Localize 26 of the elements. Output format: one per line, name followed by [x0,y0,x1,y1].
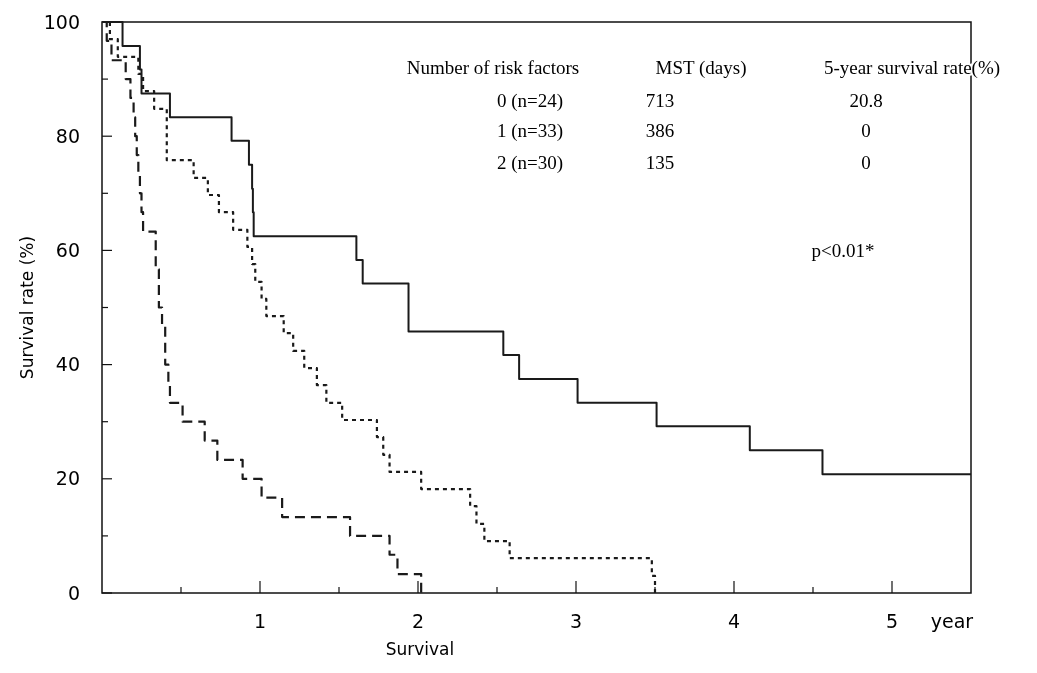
x-tick-label: 2 [411,610,425,632]
annotation: p<0.01* [811,240,875,261]
y-tick-label: 20 [55,467,80,490]
annotation: Number of risk factors [406,57,580,78]
y-tick-label: 0 [67,581,80,604]
annotation: 386 [645,120,675,141]
y-tick-label: 100 [43,10,80,33]
annotation: 2 (n=30) [496,152,564,174]
annotation: 0 (n=24) [496,90,564,112]
y-axis-title: Survival rate (%) [17,235,37,380]
y-tick-label: 40 [55,353,80,376]
x-tick-label: 5 [885,610,899,632]
annotation: 0 [861,152,871,173]
annotation: MST (days) [655,57,747,79]
x-tick-label: 3 [569,610,583,632]
annotation: 135 [645,152,675,173]
annotation: 20.8 [849,90,883,111]
annotation: 713 [645,90,675,111]
x-axis-title: Survival [385,639,455,659]
annotation: 1 (n=33) [496,120,564,142]
annotation: 0 [861,120,871,141]
x-tick-label: 4 [727,610,741,632]
y-tick-label: 60 [55,239,80,262]
text: year [930,610,974,632]
y-tick-label: 80 [55,124,80,147]
x-tick-label: 1 [253,610,267,632]
